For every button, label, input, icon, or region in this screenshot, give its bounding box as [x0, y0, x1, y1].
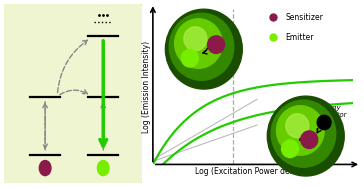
Circle shape	[98, 160, 109, 176]
Y-axis label: Log (Emission Intensity): Log (Emission Intensity)	[142, 41, 151, 133]
Circle shape	[181, 50, 198, 67]
Circle shape	[169, 13, 234, 80]
Circle shape	[184, 27, 207, 51]
Circle shape	[286, 114, 309, 138]
Circle shape	[271, 100, 336, 167]
Circle shape	[267, 96, 344, 176]
Circle shape	[282, 140, 298, 158]
Circle shape	[39, 160, 51, 176]
X-axis label: Log (Excitation Power density): Log (Excitation Power density)	[195, 167, 311, 176]
Circle shape	[317, 115, 331, 130]
Circle shape	[301, 131, 318, 149]
Circle shape	[165, 9, 242, 89]
Text: Sensitizer: Sensitizer	[285, 13, 323, 22]
Circle shape	[277, 106, 324, 155]
Circle shape	[207, 36, 225, 53]
Text: Emitter: Emitter	[285, 33, 313, 42]
FancyBboxPatch shape	[2, 2, 143, 185]
Circle shape	[175, 19, 222, 68]
Text: Energy
Distributor: Energy Distributor	[310, 105, 348, 118]
